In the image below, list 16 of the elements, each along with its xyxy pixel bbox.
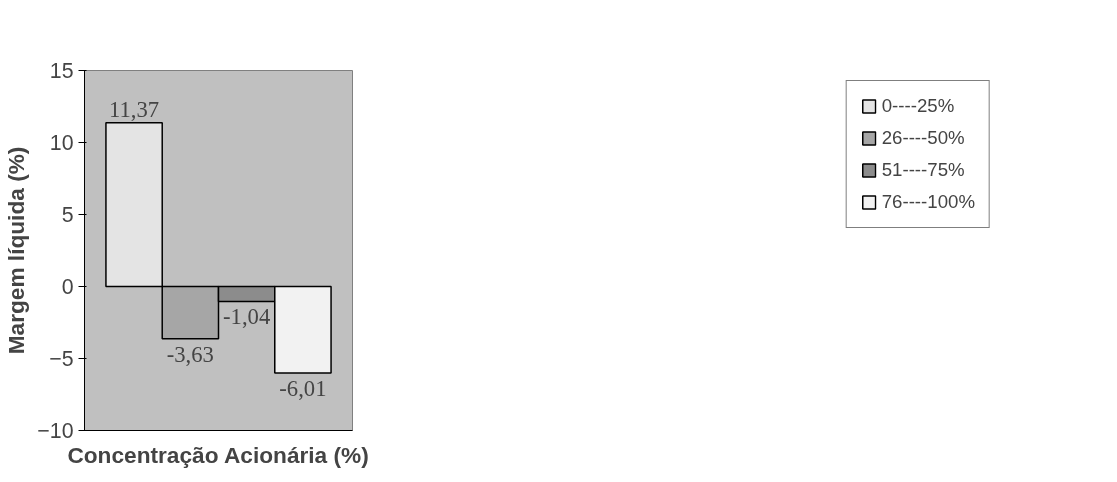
data-label: -6,01 [279, 376, 327, 402]
data-label: -3,63 [166, 341, 214, 367]
x-axis-title: Concentração Acionária (%) [67, 441, 369, 468]
y-tick-label: 0 [61, 275, 74, 299]
data-label: 11,37 [109, 96, 160, 122]
y-tick-label: 15 [49, 59, 74, 83]
y-tick-label: 10 [49, 131, 74, 155]
legend-label: 0----25% [881, 95, 955, 117]
y-tick-label: −10 [37, 419, 74, 443]
legend-label: 51----75% [881, 159, 965, 181]
legend-label: 26----50% [881, 127, 965, 149]
legend-label: 76----100% [881, 191, 975, 213]
y-axis-title: Margem líquida (%) [3, 146, 30, 355]
y-tick-label: 5 [61, 203, 74, 227]
y-tick-label: −5 [49, 347, 74, 371]
data-label: -1,04 [223, 304, 271, 330]
